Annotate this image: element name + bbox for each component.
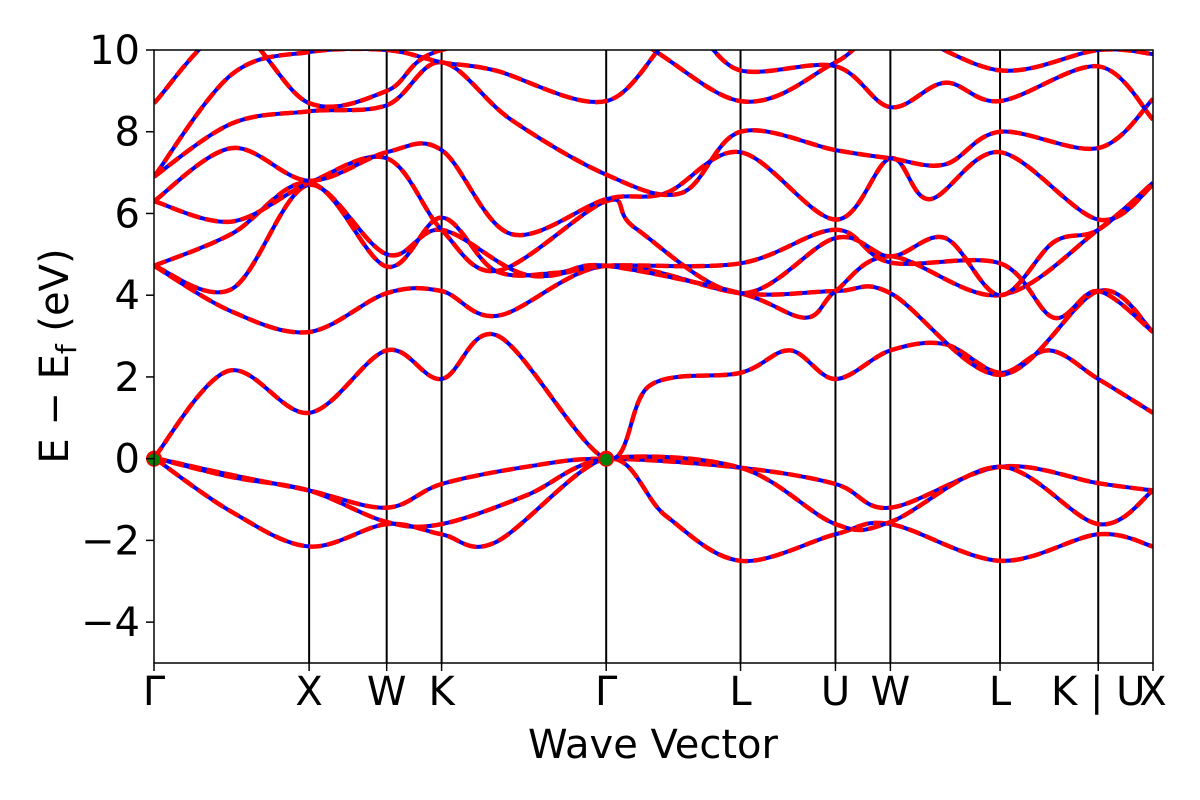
band-line-dashed [154, 455, 1153, 564]
band-line-dashed [154, 331, 1153, 462]
x-tick-label: L [989, 669, 1012, 715]
y-axis-title-unit: (eV) [32, 248, 78, 344]
gamma-marker-center [600, 453, 613, 466]
y-axis-title-sub: f [50, 343, 83, 354]
y-tick-label: −2 [81, 518, 140, 564]
y-axis-title: E − Ef (eV) [32, 248, 83, 463]
x-tick-label: Γ [143, 669, 166, 715]
band-line-solid [154, 263, 1153, 377]
y-axis-ticks: −4 −2 0 2 4 6 8 10 [81, 28, 154, 646]
x-tick-label: L [729, 669, 752, 715]
band-line-dashed [154, 60, 1153, 198]
band-line-solid [154, 332, 1153, 462]
y-tick-label: 0 [115, 437, 140, 483]
band-line-solid [154, 50, 1153, 109]
y-tick-label: 4 [115, 273, 140, 319]
x-tick-label: Γ [595, 669, 618, 715]
band-line-solid [154, 181, 1153, 320]
y-tick-label: 8 [115, 110, 140, 156]
band-line-dashed [154, 263, 1153, 378]
band-line-solid [154, 180, 1153, 334]
x-tick-label: W [367, 669, 407, 715]
y-axis-title-main: E − E [32, 354, 78, 464]
x-tick-label: K | U [1051, 669, 1145, 715]
x-tick-label: W [871, 669, 911, 715]
x-tick-label: U [821, 669, 850, 715]
band-line-dashed [154, 154, 1153, 298]
x-tick-label: K [428, 669, 456, 715]
band-line-dashed [154, 454, 1153, 533]
band-line-dashed [154, 141, 1153, 238]
y-tick-label: 6 [115, 191, 140, 237]
band-line-solid [154, 60, 1153, 198]
band-line-dashed [154, 50, 1153, 109]
band-series [154, 50, 1153, 564]
x-tick-label: X [1139, 669, 1166, 715]
x-axis-title: Wave Vector [528, 722, 779, 768]
band-line-dashed [154, 180, 1153, 334]
band-line-dashed [154, 181, 1153, 320]
y-tick-label: −4 [81, 600, 140, 646]
x-tick-label: X [295, 669, 322, 715]
plot-frame [153, 49, 1154, 664]
y-tick-label: 2 [115, 355, 140, 401]
band-line-solid [154, 50, 1153, 178]
y-tick-label: 10 [89, 28, 140, 74]
